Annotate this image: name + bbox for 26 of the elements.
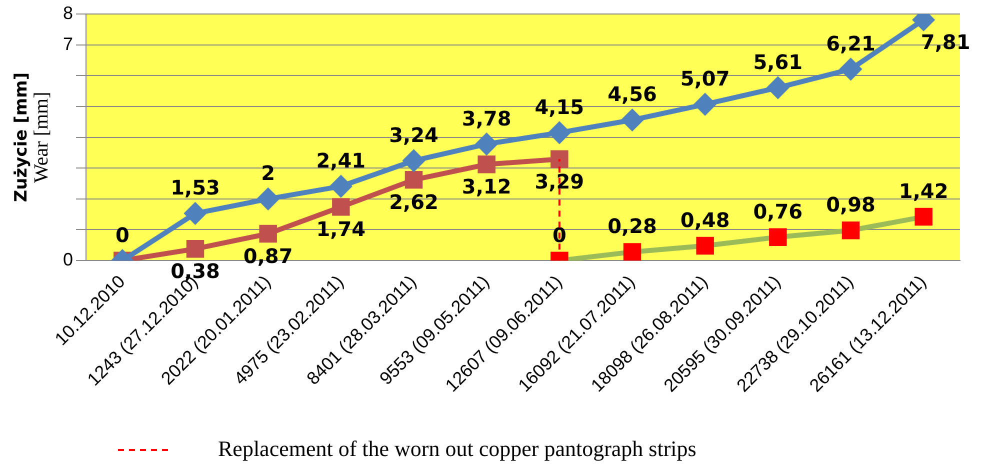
- data-label: 3,29: [534, 169, 584, 194]
- data-label: 2,41: [316, 148, 366, 172]
- data-label: 2: [261, 161, 276, 186]
- data-label: 4,56: [608, 82, 657, 106]
- data-label: 0,48: [680, 208, 730, 232]
- data-label: 0: [115, 222, 130, 247]
- y-tick-label: 7: [62, 34, 74, 54]
- y-axis-title: Zużycie [mm] Wear [mm]: [11, 72, 52, 202]
- data-label: 1,53: [170, 176, 220, 200]
- y-tick-label: 8: [62, 2, 74, 23]
- data-label: 0,76: [753, 199, 803, 224]
- data-label: 0,28: [608, 214, 657, 238]
- data-label: 1,42: [898, 179, 948, 203]
- data-label: 3,78: [462, 106, 512, 130]
- y-tick-label: 0: [62, 250, 74, 270]
- data-label: 3,24: [389, 122, 438, 147]
- data-label: 5,61: [753, 50, 803, 74]
- data-label: 2,62: [389, 190, 438, 214]
- data-label: 1,74: [316, 217, 366, 242]
- data-label: 5,07: [680, 66, 730, 91]
- data-label: 3,12: [462, 174, 512, 199]
- data-label: 6,21: [826, 31, 876, 56]
- data-label: 4,15: [534, 94, 584, 119]
- data-label: 0,98: [826, 192, 876, 217]
- legend-label: Replacement of the worn out copper pantograph strips: [218, 436, 696, 461]
- data-label: 0: [552, 222, 566, 247]
